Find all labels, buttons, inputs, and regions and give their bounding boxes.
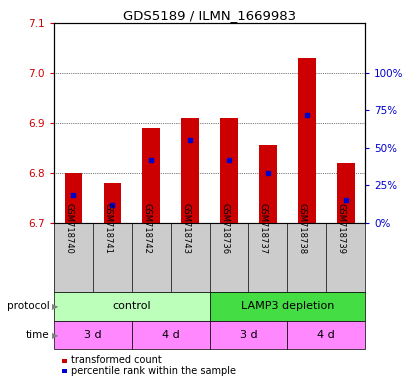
Bar (298, 58, 315, 223)
Bar (65, 173, 82, 223)
Text: GSM718743: GSM718743 (181, 203, 190, 254)
Bar (210, 321, 287, 349)
Bar (132, 321, 210, 349)
Bar (220, 118, 238, 223)
Text: GSM718738: GSM718738 (298, 203, 307, 254)
Bar (181, 118, 199, 223)
Bar (54, 292, 210, 321)
Text: 4 d: 4 d (162, 330, 180, 340)
Text: LAMP3 depletion: LAMP3 depletion (241, 301, 334, 311)
Bar (287, 321, 365, 349)
Text: ▶: ▶ (52, 302, 59, 311)
Text: protocol: protocol (7, 301, 50, 311)
Text: GSM718736: GSM718736 (220, 203, 229, 254)
Text: 3 d: 3 d (84, 330, 102, 340)
Text: percentile rank within the sample: percentile rank within the sample (71, 366, 237, 376)
Bar (337, 163, 354, 223)
Text: ▶: ▶ (52, 331, 59, 339)
Text: GSM718737: GSM718737 (259, 203, 268, 254)
Bar (259, 145, 277, 223)
Bar (210, 292, 365, 321)
Text: GSM718740: GSM718740 (64, 203, 73, 254)
Bar (54, 321, 132, 349)
Title: GDS5189 / ILMN_1669983: GDS5189 / ILMN_1669983 (123, 9, 296, 22)
Text: GSM718741: GSM718741 (103, 203, 112, 254)
Text: 3 d: 3 d (240, 330, 257, 340)
Text: control: control (112, 301, 151, 311)
Text: GSM718739: GSM718739 (337, 203, 346, 254)
Bar (104, 183, 121, 223)
Bar (142, 128, 160, 223)
Text: GSM718742: GSM718742 (142, 203, 151, 254)
Text: 4 d: 4 d (317, 330, 335, 340)
Text: transformed count: transformed count (71, 355, 162, 365)
Text: time: time (26, 330, 50, 340)
